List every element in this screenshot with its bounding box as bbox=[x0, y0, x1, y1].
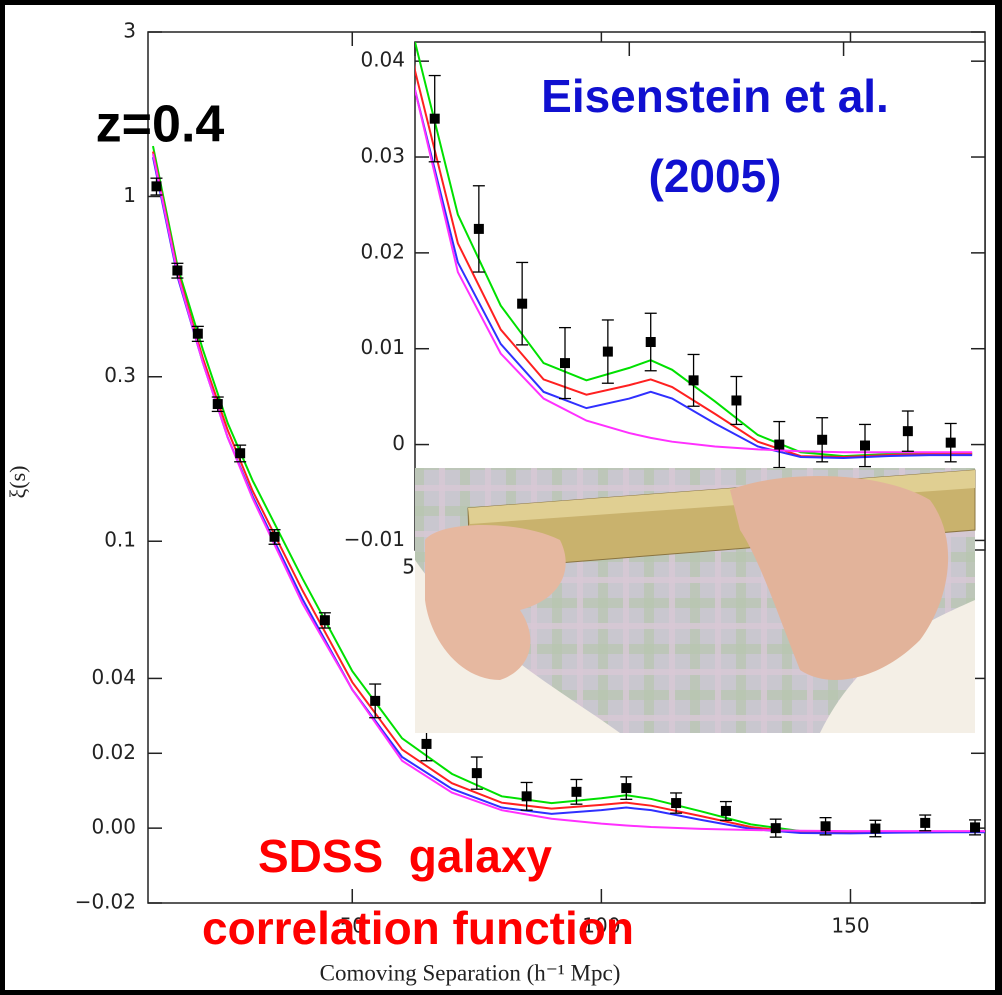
data-point bbox=[421, 738, 432, 749]
caption: SDSS galaxy bbox=[258, 830, 552, 882]
redshift-label: z=0.4 bbox=[96, 96, 225, 154]
inset-plot: 0.040.030.020.010−0.0150100150 bbox=[344, 41, 986, 579]
data-point bbox=[212, 399, 223, 410]
data-point bbox=[602, 346, 613, 357]
citation: (2005) bbox=[649, 150, 782, 202]
data-point bbox=[621, 783, 632, 794]
y-tick-label: −0.02 bbox=[75, 890, 136, 914]
citation: Eisenstein et al. bbox=[541, 70, 889, 122]
y-axis-label: ξ(s) bbox=[5, 465, 30, 498]
data-point bbox=[370, 695, 381, 706]
curves bbox=[150, 145, 985, 838]
data-point bbox=[902, 426, 913, 437]
data-point bbox=[945, 437, 956, 448]
sleeve bbox=[415, 560, 620, 733]
y-tick-label: 0.00 bbox=[91, 815, 136, 839]
caption: correlation function bbox=[202, 902, 634, 954]
y-tick-label: 0.04 bbox=[360, 48, 405, 72]
curves bbox=[415, 42, 973, 469]
data-point bbox=[720, 805, 731, 816]
data-point bbox=[860, 440, 870, 451]
y-tick-label: 0 bbox=[392, 431, 405, 455]
data-point bbox=[517, 298, 528, 309]
data-point bbox=[319, 615, 330, 626]
y-tick-label: −0.01 bbox=[344, 527, 405, 551]
data-point bbox=[774, 439, 785, 450]
y-tick-label: 0.04 bbox=[91, 665, 136, 689]
data-point bbox=[172, 265, 183, 276]
data-point bbox=[269, 531, 280, 542]
y-tick-label: 0.02 bbox=[91, 740, 136, 764]
data-point bbox=[560, 358, 570, 369]
y-tick-label: 0.1 bbox=[104, 528, 136, 552]
data-point bbox=[473, 223, 484, 234]
x-tick-label: 100 bbox=[582, 914, 620, 938]
data-point bbox=[870, 823, 881, 834]
y-tick-label: 0.02 bbox=[360, 239, 405, 263]
data-point bbox=[429, 113, 440, 124]
model-curve bbox=[415, 83, 973, 454]
y-tick-label: 1 bbox=[123, 183, 136, 207]
hand bbox=[425, 525, 566, 680]
data-point bbox=[521, 791, 532, 802]
data-point bbox=[571, 786, 582, 797]
photo bbox=[415, 468, 976, 733]
data-point bbox=[471, 768, 482, 779]
data-point bbox=[970, 822, 981, 833]
data-point bbox=[817, 434, 828, 445]
y-tick-label: 3 bbox=[123, 19, 136, 43]
data-point bbox=[920, 817, 931, 828]
hand bbox=[730, 476, 949, 680]
y-tick-label: 0.3 bbox=[104, 363, 136, 387]
sleeve bbox=[820, 600, 975, 733]
x-tick-label: 50 bbox=[340, 914, 365, 938]
x-tick-label: 150 bbox=[831, 914, 869, 938]
model-curve bbox=[415, 82, 973, 459]
y-tick-label: 0.03 bbox=[360, 144, 405, 168]
data-point bbox=[645, 337, 656, 348]
data-point bbox=[731, 395, 742, 406]
data-point bbox=[820, 821, 831, 832]
data-point bbox=[235, 448, 246, 459]
model-curve bbox=[415, 42, 973, 458]
data-point bbox=[770, 823, 781, 834]
y-tick-label: 0.01 bbox=[360, 335, 405, 359]
data-point bbox=[151, 181, 162, 192]
x-axis-label: Comoving Separation (h⁻¹ Mpc) bbox=[320, 960, 621, 985]
data-point bbox=[688, 375, 699, 386]
data-point bbox=[192, 328, 203, 339]
data-point bbox=[671, 798, 682, 809]
inset-background bbox=[414, 41, 986, 551]
